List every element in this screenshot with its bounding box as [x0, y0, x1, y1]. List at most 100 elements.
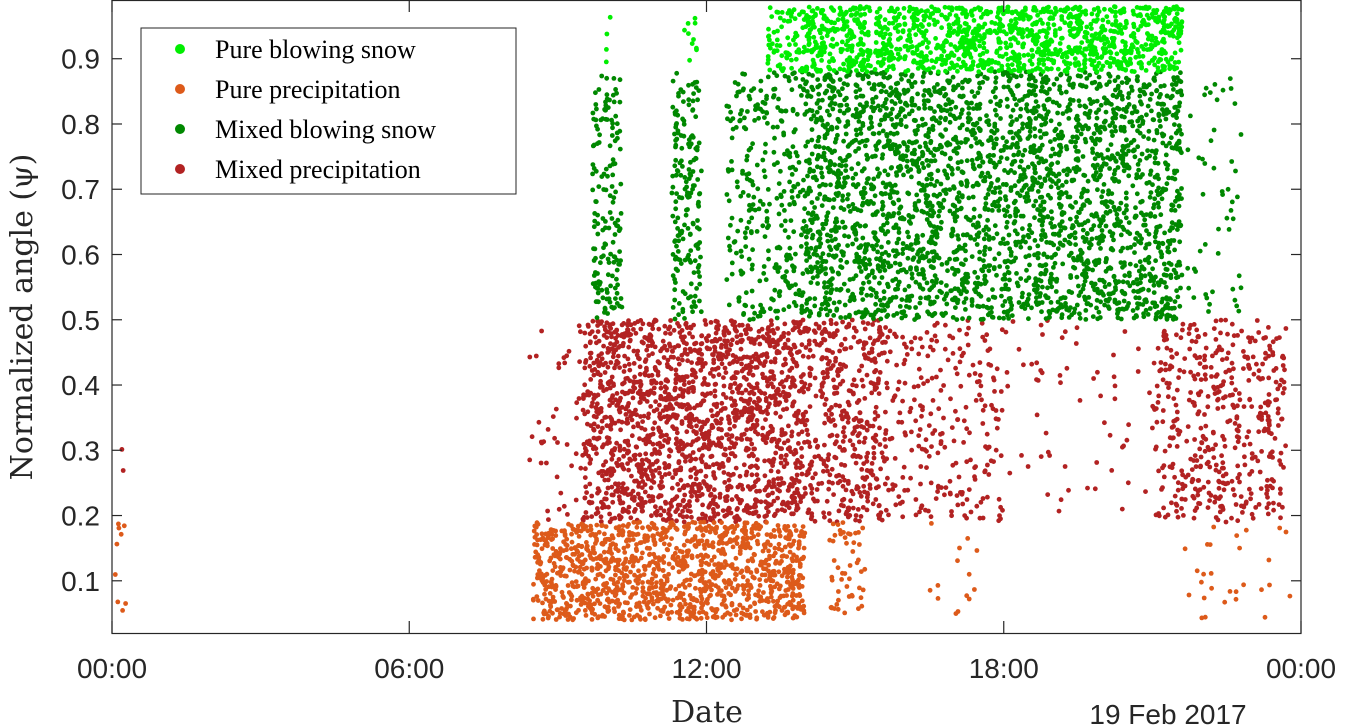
point-mixed-precipitation — [650, 431, 656, 437]
point-mixed-blowing-snow — [674, 191, 679, 197]
point-pure-precipitation — [829, 604, 834, 610]
point-mixed-precipitation — [696, 356, 702, 362]
point-mixed-precipitation — [801, 384, 807, 390]
point-pure-precipitation — [660, 568, 666, 573]
point-mixed-precipitation — [599, 469, 604, 474]
point-pure-precipitation — [1199, 579, 1204, 585]
point-pure-precipitation — [681, 554, 687, 560]
point-mixed-precipitation — [769, 322, 774, 327]
point-pure-precipitation — [663, 530, 668, 535]
point-mixed-blowing-snow — [697, 274, 702, 279]
point-mixed-precipitation — [1154, 383, 1160, 389]
point-mixed-precipitation — [689, 493, 694, 499]
point-mixed-precipitation — [556, 506, 562, 512]
point-mixed-precipitation — [619, 419, 625, 425]
point-mixed-precipitation — [832, 423, 838, 428]
point-mixed-precipitation — [770, 428, 775, 434]
point-mixed-precipitation — [1155, 345, 1161, 351]
point-mixed-precipitation — [676, 444, 682, 450]
point-mixed-precipitation — [834, 433, 840, 439]
point-mixed-precipitation — [829, 466, 835, 472]
point-mixed-precipitation — [642, 335, 648, 340]
point-mixed-precipitation — [672, 385, 678, 391]
point-pure-precipitation — [1241, 582, 1246, 588]
point-pure-precipitation — [658, 613, 663, 619]
point-mixed-blowing-snow — [777, 293, 782, 299]
point-mixed-precipitation — [846, 323, 852, 329]
point-mixed-blowing-snow — [676, 238, 682, 244]
point-mixed-precipitation — [621, 380, 627, 386]
point-mixed-precipitation — [1201, 435, 1207, 441]
point-mixed-precipitation — [822, 442, 827, 448]
point-mixed-precipitation — [629, 433, 635, 439]
point-mixed-precipitation — [778, 414, 783, 420]
point-mixed-blowing-snow — [725, 116, 730, 122]
point-mixed-precipitation — [775, 326, 780, 331]
point-mixed-precipitation — [775, 469, 781, 475]
point-pure-precipitation — [831, 558, 837, 563]
point-mixed-blowing-snow — [750, 247, 755, 253]
point-mixed-precipitation — [886, 512, 891, 518]
point-mixed-precipitation — [731, 358, 737, 364]
point-pure-precipitation — [627, 613, 632, 618]
point-mixed-precipitation — [594, 414, 599, 420]
point-mixed-precipitation — [763, 398, 769, 404]
point-mixed-precipitation — [749, 441, 755, 447]
point-mixed-precipitation — [666, 453, 672, 459]
point-mixed-precipitation — [702, 318, 708, 323]
point-pure-precipitation — [752, 552, 757, 558]
point-pure-precipitation — [850, 549, 856, 554]
point-mixed-precipitation — [576, 323, 582, 329]
point-mixed-precipitation — [948, 491, 953, 497]
point-mixed-precipitation — [778, 460, 784, 466]
point-mixed-blowing-snow — [746, 193, 751, 198]
point-mixed-precipitation — [650, 326, 656, 332]
point-mixed-precipitation — [710, 352, 715, 357]
point-mixed-precipitation — [779, 507, 785, 512]
point-mixed-precipitation — [680, 357, 685, 363]
point-mixed-precipitation — [746, 382, 752, 388]
point-mixed-precipitation — [607, 511, 612, 517]
point-pure-precipitation — [534, 594, 540, 599]
point-mixed-precipitation — [723, 452, 728, 458]
point-pure-precipitation — [667, 585, 673, 591]
point-mixed-precipitation — [840, 429, 846, 435]
point-mixed-blowing-snow — [738, 217, 744, 223]
point-mixed-blowing-snow — [682, 222, 687, 228]
point-mixed-blowing-snow — [687, 232, 693, 238]
point-mixed-precipitation — [833, 402, 839, 408]
point-mixed-precipitation — [779, 334, 784, 340]
point-mixed-precipitation — [696, 350, 701, 356]
point-mixed-precipitation — [719, 400, 725, 406]
point-pure-precipitation — [616, 557, 622, 563]
point-mixed-precipitation — [620, 389, 625, 395]
point-mixed-precipitation — [626, 344, 632, 350]
point-mixed-precipitation — [678, 334, 684, 340]
point-mixed-blowing-snow — [747, 96, 753, 102]
point-pure-precipitation — [551, 552, 557, 557]
point-pure-precipitation — [747, 545, 753, 551]
point-mixed-precipitation — [717, 495, 723, 500]
point-mixed-blowing-snow — [678, 172, 684, 178]
point-mixed-precipitation — [1019, 453, 1024, 458]
point-mixed-precipitation — [963, 404, 969, 410]
point-pure-precipitation — [546, 598, 552, 604]
point-mixed-blowing-snow — [698, 309, 704, 315]
point-mixed-precipitation — [735, 370, 740, 375]
point-mixed-precipitation — [673, 372, 679, 378]
point-mixed-precipitation — [1216, 478, 1222, 484]
point-mixed-precipitation — [908, 475, 913, 481]
point-mixed-precipitation — [582, 446, 588, 451]
point-mixed-precipitation — [718, 345, 724, 350]
point-mixed-blowing-snow — [618, 296, 624, 301]
point-mixed-precipitation — [926, 453, 932, 459]
point-mixed-blowing-snow — [774, 73, 780, 79]
point-mixed-precipitation — [645, 433, 651, 439]
point-pure-precipitation — [556, 570, 562, 575]
point-mixed-blowing-snow — [610, 125, 615, 131]
point-mixed-blowing-snow — [799, 293, 805, 298]
point-mixed-blowing-snow — [776, 211, 782, 217]
point-mixed-blowing-snow — [594, 315, 600, 321]
point-mixed-blowing-snow — [767, 306, 773, 312]
point-mixed-precipitation — [869, 390, 875, 396]
